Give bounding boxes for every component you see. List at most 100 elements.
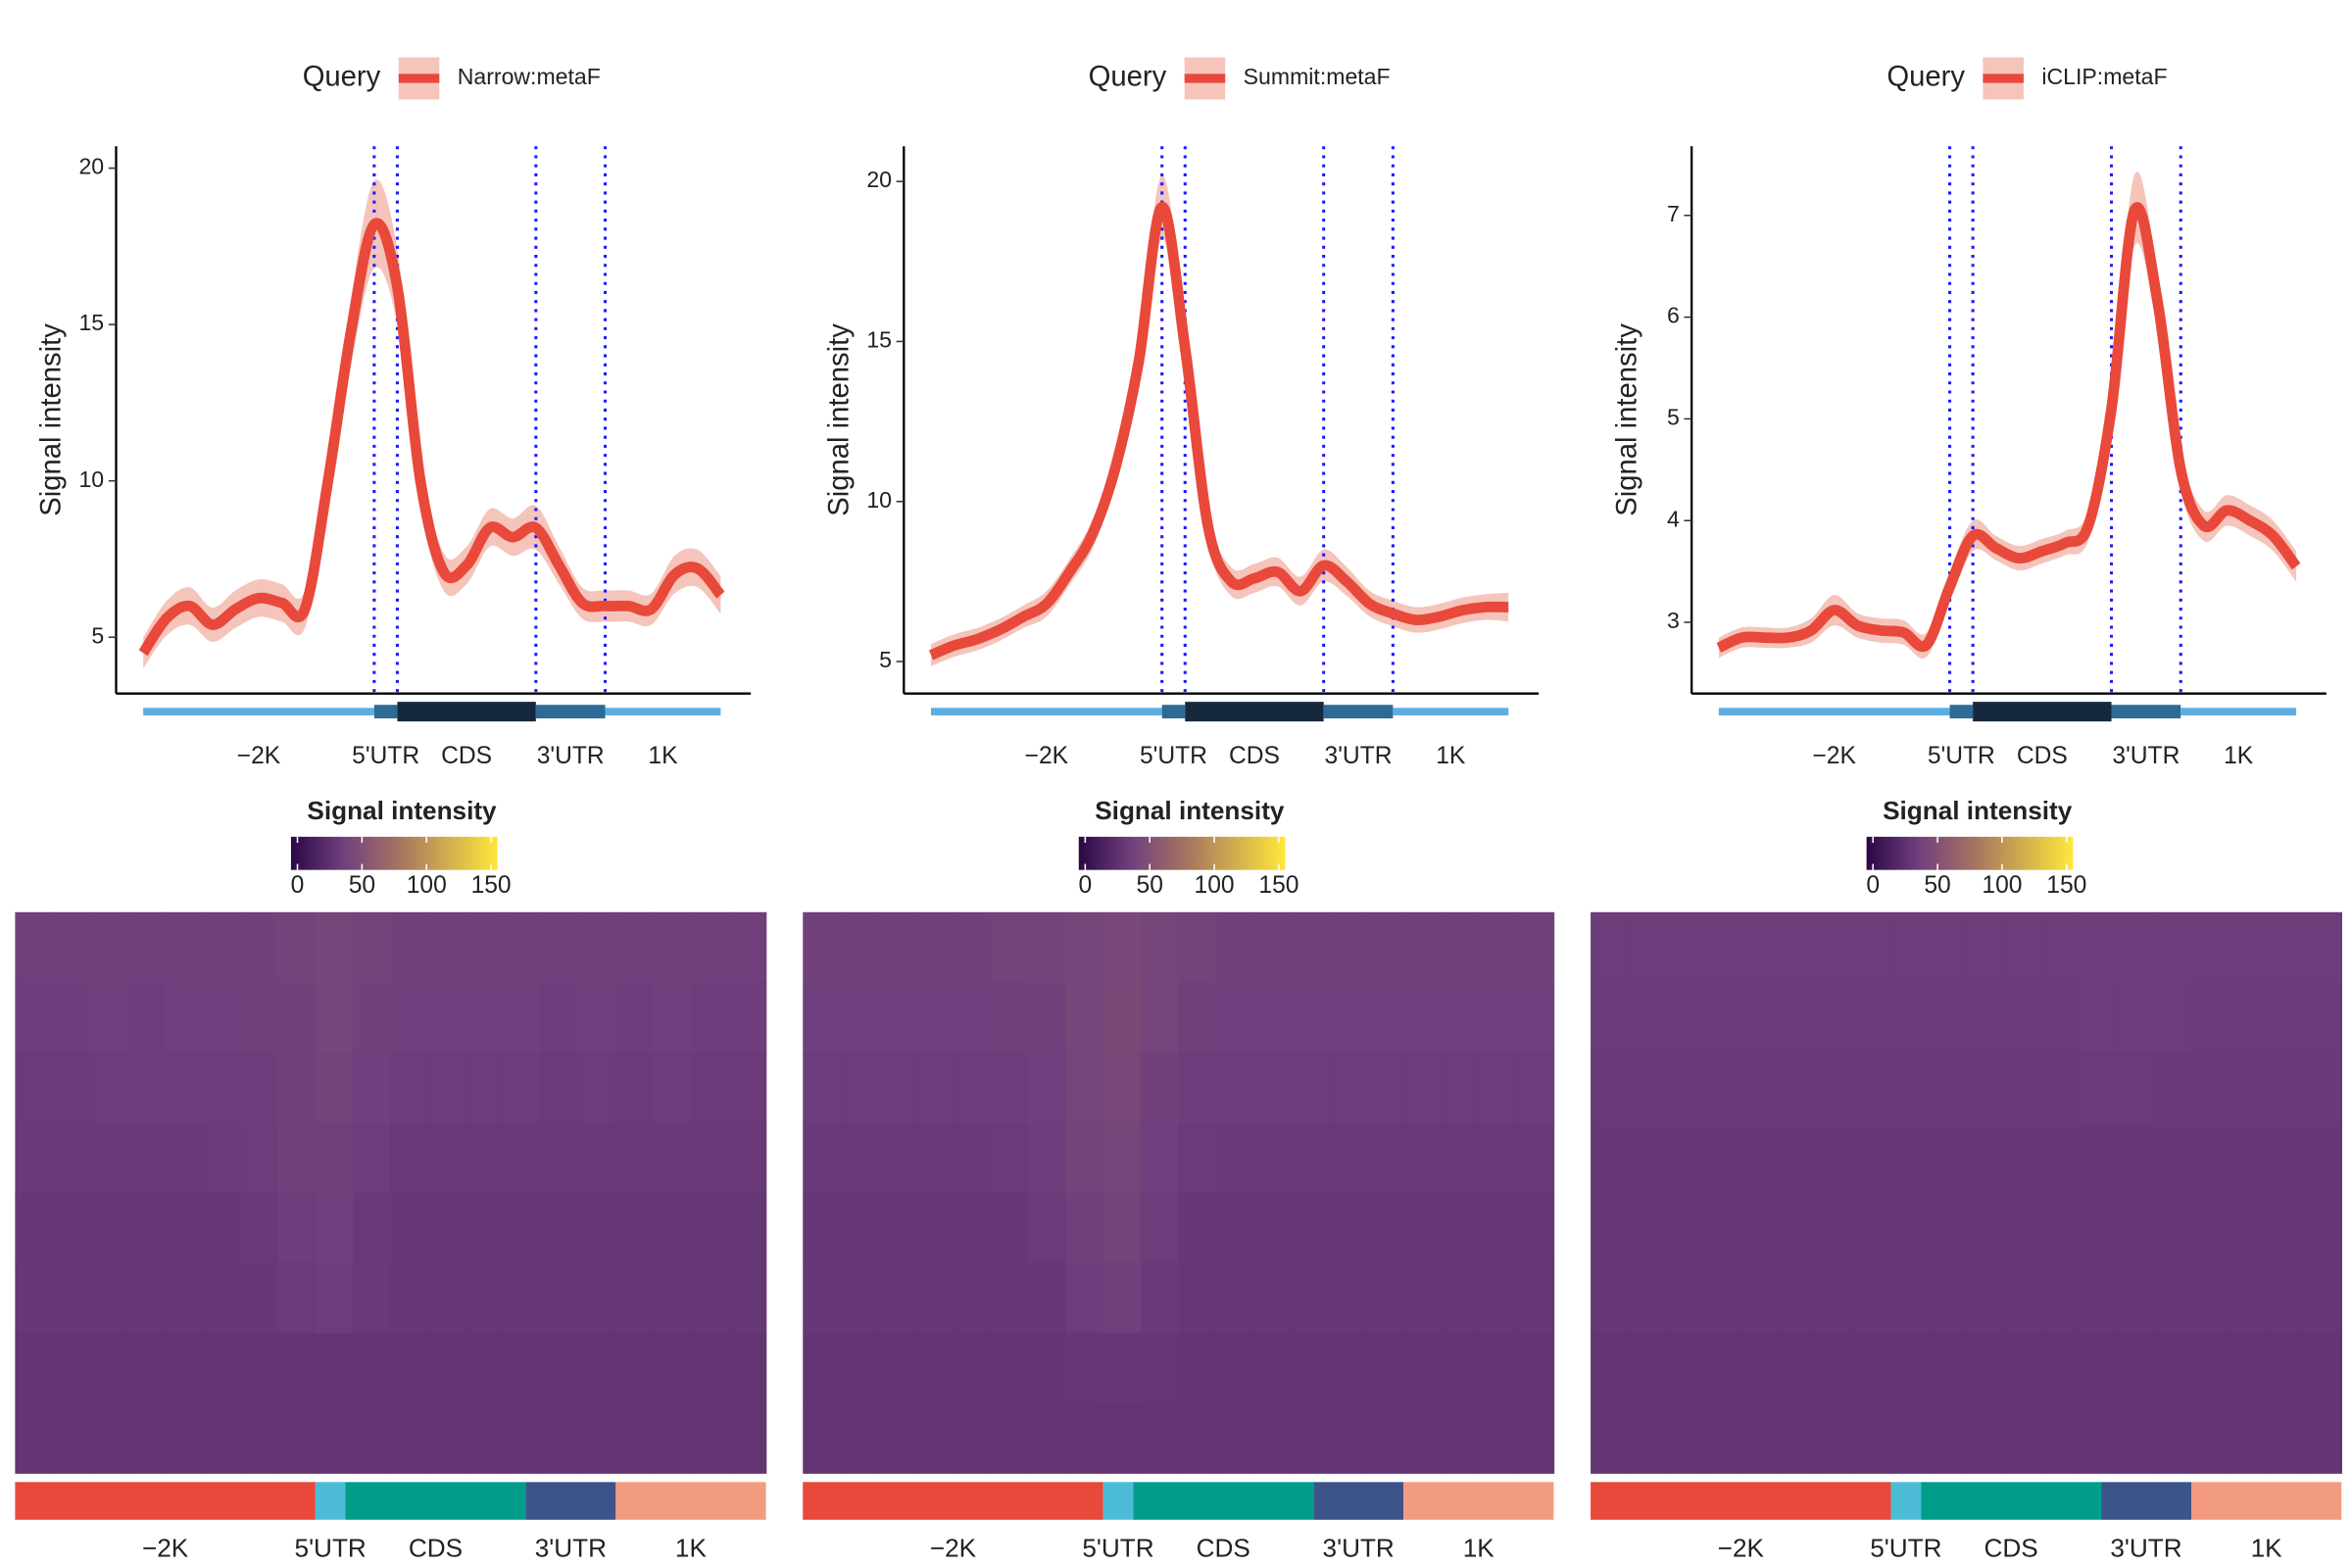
- heatmap-cell: [2266, 1192, 2305, 1264]
- heatmap-cell: [1853, 911, 1892, 984]
- heatmap-cell: [578, 982, 617, 1054]
- colorbar-tick-label: 100: [1195, 872, 1235, 899]
- heatmap-cell: [2116, 911, 2155, 984]
- heatmap-cell: [165, 911, 204, 984]
- heatmap-cell: [578, 1052, 617, 1124]
- region-label: 3'UTR: [537, 743, 605, 769]
- heatmap-cell: [615, 1262, 655, 1334]
- annotation-label: 3'UTR: [2110, 1533, 2181, 1562]
- heatmap-cell: [315, 911, 354, 984]
- heatmap-cell: [578, 1262, 617, 1334]
- heatmap-cell: [1740, 982, 1780, 1054]
- heatmap-cell: [1815, 1262, 1855, 1334]
- confidence-band: [931, 174, 1509, 666]
- heatmap-cell: [2303, 911, 2342, 984]
- heatmap-cell: [1778, 1402, 1817, 1474]
- gene-model-segment: [605, 708, 721, 715]
- heatmap-cell: [1291, 982, 1330, 1054]
- heatmap-cell: [1028, 982, 1067, 1054]
- heatmap-cell: [1065, 1333, 1104, 1404]
- heatmap-cell: [1365, 1122, 1404, 1194]
- heatmap-cell: [540, 1333, 579, 1404]
- heatmap-cell: [1778, 1052, 1817, 1124]
- heatmap-cell: [1966, 1402, 2005, 1474]
- heatmap-cell: [578, 1122, 617, 1194]
- heatmap-cell: [390, 1262, 429, 1334]
- heatmap-cell: [728, 1192, 767, 1264]
- heatmap-cell: [1516, 1262, 1555, 1334]
- heatmap-cell: [1815, 1192, 1855, 1264]
- heatmap-cell: [690, 1122, 729, 1194]
- heatmap-cell: [2040, 1192, 2080, 1264]
- heatmap-cell: [2191, 1333, 2230, 1404]
- heatmap-cell: [315, 1192, 354, 1264]
- legend: Query Narrow:metaF: [303, 57, 601, 100]
- annotation-segment: [1921, 1482, 2102, 1520]
- heatmap-cell: [803, 1333, 842, 1404]
- heatmap-cell: [2153, 911, 2192, 984]
- heatmap-cell: [728, 1262, 767, 1334]
- annotation-label: 5'UTR: [1870, 1533, 1941, 1562]
- heatmap-cell: [2040, 1122, 2080, 1194]
- heatmap-cell: [1966, 982, 2005, 1054]
- heatmap-cell: [1328, 982, 1367, 1054]
- heatmap-cell: [990, 1052, 1029, 1124]
- heatmap-cell: [1665, 982, 1704, 1054]
- heatmap-cell: [2229, 1122, 2268, 1194]
- heatmap-cell: [277, 1262, 317, 1334]
- heatmap-cell: [1403, 1262, 1443, 1334]
- heatmap-cell: [15, 911, 54, 984]
- annotation-segment: [345, 1482, 526, 1520]
- gene-model-segment: [373, 705, 398, 719]
- gene-model-segment: [931, 708, 1162, 715]
- heatmap-cell: [1291, 1192, 1330, 1264]
- heatmap-cell: [240, 911, 279, 984]
- heatmap-cell: [1890, 1333, 1930, 1404]
- heatmap-cell: [390, 1333, 429, 1404]
- heatmap-cell: [1628, 1402, 1667, 1474]
- heatmap-cell: [1928, 1192, 1967, 1264]
- heatmap-cell: [2079, 1192, 2118, 1264]
- region-label: 5'UTR: [1928, 743, 1995, 769]
- annotation-segment: [1102, 1482, 1134, 1520]
- legend-title: Query: [303, 62, 381, 93]
- heatmap-cell: [915, 1333, 955, 1404]
- heatmap-cell: [615, 1333, 655, 1404]
- heatmap-cell: [2303, 982, 2342, 1054]
- gene-model-segment: [1323, 705, 1394, 719]
- heatmap-cell: [953, 1333, 992, 1404]
- heatmap-cell: [1215, 1052, 1254, 1124]
- heatmap-cell: [1478, 1122, 1517, 1194]
- heatmap-cell: [1215, 982, 1254, 1054]
- annotation-segment: [803, 1482, 1103, 1520]
- heatmap-cell: [840, 982, 879, 1054]
- heatmap-cell: [1702, 911, 1742, 984]
- heatmap-cell: [1853, 1192, 1892, 1264]
- heatmap-cell: [1441, 911, 1480, 984]
- heatmap-cell: [1028, 1192, 1067, 1264]
- heatmap-cell: [1815, 1052, 1855, 1124]
- heatmap-cell: [953, 1122, 992, 1194]
- heatmap-cell: [503, 1262, 542, 1334]
- heatmap-cell: [466, 1333, 505, 1404]
- heatmap-cell: [2153, 1333, 2192, 1404]
- heatmap-cell: [503, 1333, 542, 1404]
- heatmap-cell: [877, 982, 916, 1054]
- heatmap-cell: [1778, 1192, 1817, 1264]
- heatmap-cell: [1628, 1052, 1667, 1124]
- heatmap-cell: [1778, 1333, 1817, 1404]
- colorbar-tick-label: 100: [407, 872, 447, 899]
- heatmap-cell: [390, 1052, 429, 1124]
- heatmap-cell: [1702, 1402, 1742, 1474]
- heatmap-cell: [1778, 1122, 1817, 1194]
- y-tick-label: 10: [78, 466, 104, 492]
- heatmap-cell: [1328, 1402, 1367, 1474]
- heatmap-cell: [540, 1192, 579, 1264]
- heatmap-cell: [503, 1192, 542, 1264]
- heatmap-cell: [165, 1052, 204, 1124]
- heatmap-cell: [1141, 1122, 1180, 1194]
- heatmap-cell: [2153, 1402, 2192, 1474]
- confidence-band: [1718, 172, 2297, 660]
- heatmap-cell: [315, 982, 354, 1054]
